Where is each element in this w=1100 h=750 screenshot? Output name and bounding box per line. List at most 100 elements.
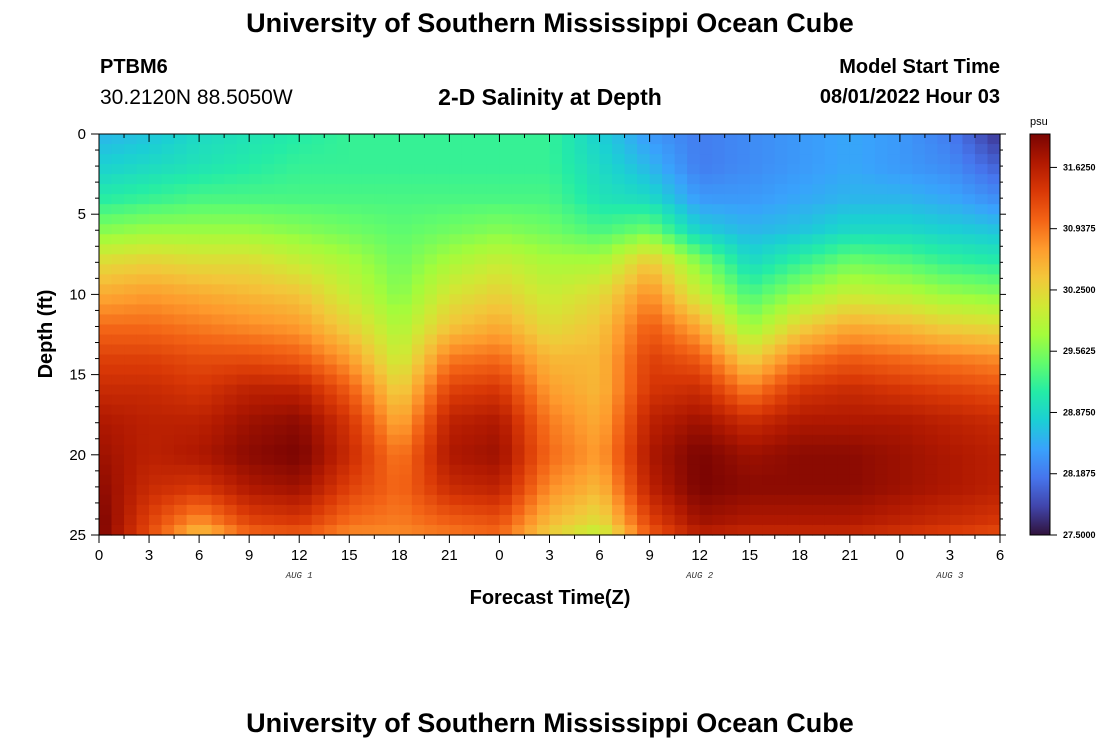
heatmap-cell [962,314,976,326]
heatmap-cell [837,154,851,165]
heatmap-cell [974,504,989,516]
heatmap-cell [124,184,138,195]
heatmap-cell [674,464,688,476]
heatmap-cell [111,234,125,245]
heatmap-cell [286,244,300,255]
heatmap-cell [987,214,1001,225]
heatmap-cell [436,414,450,426]
heatmap-cell [899,364,913,376]
heatmap-cell [449,254,463,265]
heatmap-cell [974,464,989,476]
heatmap-cell [612,274,626,285]
heatmap-cell [361,324,375,336]
heatmap-cell [374,514,388,526]
heatmap-cell [599,214,613,225]
heatmap-cell [974,434,989,446]
heatmap-cell [549,314,563,326]
heatmap-cell [624,454,638,466]
heatmap-cell [924,234,939,245]
heatmap-cell [399,384,413,396]
heatmap-cell [111,334,125,346]
heatmap-cell [549,164,563,175]
heatmap-cell [699,384,713,396]
heatmap-cell [249,344,263,356]
heatmap-cell [674,194,688,205]
heatmap-cell [562,174,576,185]
heatmap-cell [937,344,951,356]
heatmap-cell [336,364,350,376]
heatmap-cell [549,344,563,356]
x-tick-label: 3 [145,547,153,564]
heatmap-cell [762,344,776,356]
heatmap-cell [624,134,638,145]
heatmap-cell [186,184,200,195]
heatmap-cell [186,174,200,185]
heatmap-cell [924,294,939,306]
heatmap-cell [574,494,588,506]
heatmap-cell [612,484,626,496]
heatmap-cell [662,234,676,245]
heatmap-cell [674,164,688,175]
heatmap-cell [524,524,538,536]
heatmap-cell [549,464,563,476]
heatmap-cell [799,194,813,205]
heatmap-cell [837,134,851,145]
heatmap-cell [199,174,213,185]
heatmap-cell [899,434,913,446]
heatmap-cell [862,474,876,486]
heatmap-cell [724,174,738,185]
heatmap-cell [211,394,225,406]
heatmap-cell [774,504,788,516]
heatmap-cell [374,144,388,155]
heatmap-cell [712,394,726,406]
heatmap-cell [549,404,563,416]
heatmap-cell [449,524,463,536]
heatmap-cell [837,284,851,296]
heatmap-cell [511,444,526,456]
heatmap-cell [261,214,275,225]
heatmap-cell [774,304,788,316]
heatmap-cell [174,284,188,296]
heatmap-cell [274,204,288,215]
heatmap-cell [249,384,263,396]
heatmap-cell [699,294,713,306]
heatmap-cell [324,264,338,275]
heatmap-cell [536,214,551,225]
heatmap-cell [436,254,450,265]
heatmap-cell [687,414,701,426]
heatmap-cell [824,354,838,366]
heatmap-cell [562,454,576,466]
heatmap-cell [649,344,663,356]
heatmap-cell [612,264,626,275]
heatmap-cell [224,214,238,225]
heatmap-cell [161,354,175,366]
heatmap-cell [837,224,851,235]
heatmap-cell [111,504,125,516]
heatmap-cell [361,514,375,526]
heatmap-cell [774,224,788,235]
heatmap-cell [486,524,501,536]
heatmap-cell [824,414,838,426]
heatmap-cell [874,234,888,245]
heatmap-cell [724,164,738,175]
heatmap-cell [99,504,113,516]
heatmap-cell [186,234,200,245]
heatmap-cell [99,424,113,436]
heatmap-cell [111,424,125,436]
heatmap-cell [311,524,325,536]
heatmap-cell [499,174,513,185]
heatmap-cell [436,134,450,145]
heatmap-cell [186,244,200,255]
heatmap-cell [599,254,613,265]
heatmap-cell [699,274,713,285]
heatmap-cell [236,134,250,145]
heatmap-cell [436,444,450,456]
heatmap-cell [411,274,425,285]
heatmap-cell [862,374,876,386]
heatmap-cell [862,144,876,155]
heatmap-cell [336,454,350,466]
heatmap-cell [874,274,888,285]
heatmap-cell [774,494,788,506]
heatmap-cell [674,494,688,506]
heatmap-cell [724,434,738,446]
